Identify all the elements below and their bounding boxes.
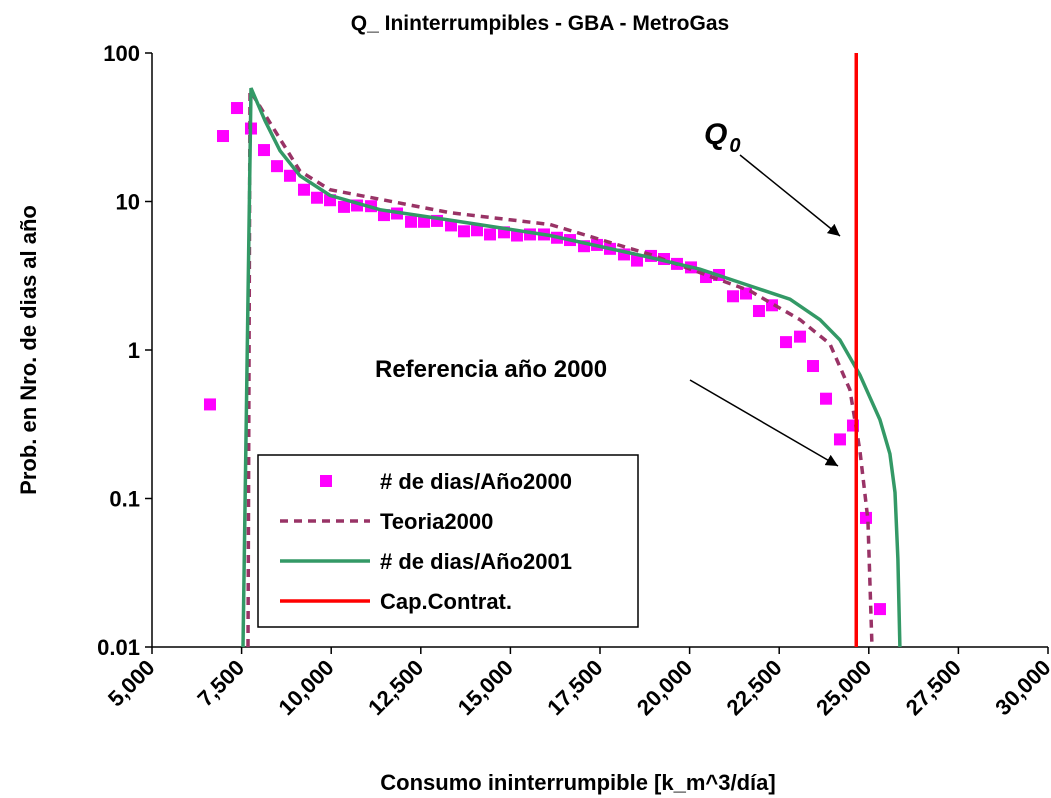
data-point <box>283 169 296 182</box>
data-point <box>258 144 270 157</box>
x-tick-label: 25,000 <box>811 655 876 720</box>
data-point <box>311 191 324 204</box>
data-point <box>860 511 873 524</box>
data-point <box>727 290 740 303</box>
arrow <box>689 379 839 467</box>
legend-label: # de dias/Año2001 <box>380 549 572 574</box>
data-point <box>618 248 631 261</box>
x-tick-label: 27,500 <box>901 655 966 720</box>
x-tick-label: 20,000 <box>632 655 697 720</box>
x-tick-label: 17,500 <box>542 655 607 720</box>
data-point <box>297 183 310 196</box>
y-tick-label: 10 <box>116 190 140 215</box>
data-point <box>793 330 806 343</box>
data-point <box>873 603 886 616</box>
x-tick-label: 10,000 <box>273 655 338 720</box>
data-point <box>470 224 483 237</box>
data-point <box>765 299 778 312</box>
y-tick-label: 0.1 <box>109 487 140 512</box>
x-tick-label: 7,500 <box>193 655 250 712</box>
chart-title: Q_ Ininterrumpibles - GBA - MetroGas <box>351 12 729 35</box>
data-point <box>271 160 284 173</box>
data-point <box>752 305 765 318</box>
data-point <box>780 336 793 349</box>
x-tick-label: 15,000 <box>453 655 518 720</box>
x-tick-label: 12,500 <box>363 655 428 720</box>
data-point <box>457 225 470 238</box>
legend-label: Teoria2000 <box>380 509 493 534</box>
data-point <box>806 360 819 373</box>
data-point <box>405 215 418 228</box>
data-point <box>820 392 833 405</box>
data-point <box>833 433 846 446</box>
y-tick-label: 1 <box>128 338 140 363</box>
data-point <box>216 130 229 143</box>
x-axis-label: Consumo ininterrumpible [k_m^3/día] <box>380 770 775 795</box>
legend-label: # de dias/Año2000 <box>380 469 572 494</box>
data-point <box>337 200 350 213</box>
y-tick-label: 0.01 <box>97 635 140 660</box>
annotation: Referencia año 2000 <box>375 356 607 383</box>
x-tick-label: 5,000 <box>103 655 160 712</box>
data-line <box>241 87 902 648</box>
data-point <box>203 398 216 411</box>
data-point <box>740 287 753 300</box>
data-point <box>484 228 497 241</box>
x-tick-label: 30,000 <box>990 655 1051 720</box>
x-tick-label: 22,500 <box>721 655 786 720</box>
arrow <box>739 154 841 237</box>
data-point <box>231 102 244 115</box>
data-line <box>246 84 874 648</box>
y-tick-label: 100 <box>103 41 140 66</box>
y-axis-label: Prob. en Nro. de dias al año <box>16 205 41 495</box>
data-point <box>417 215 430 228</box>
legend-label: Cap.Contrat. <box>380 589 512 614</box>
data-point <box>630 254 643 267</box>
legend-marker <box>320 475 332 487</box>
